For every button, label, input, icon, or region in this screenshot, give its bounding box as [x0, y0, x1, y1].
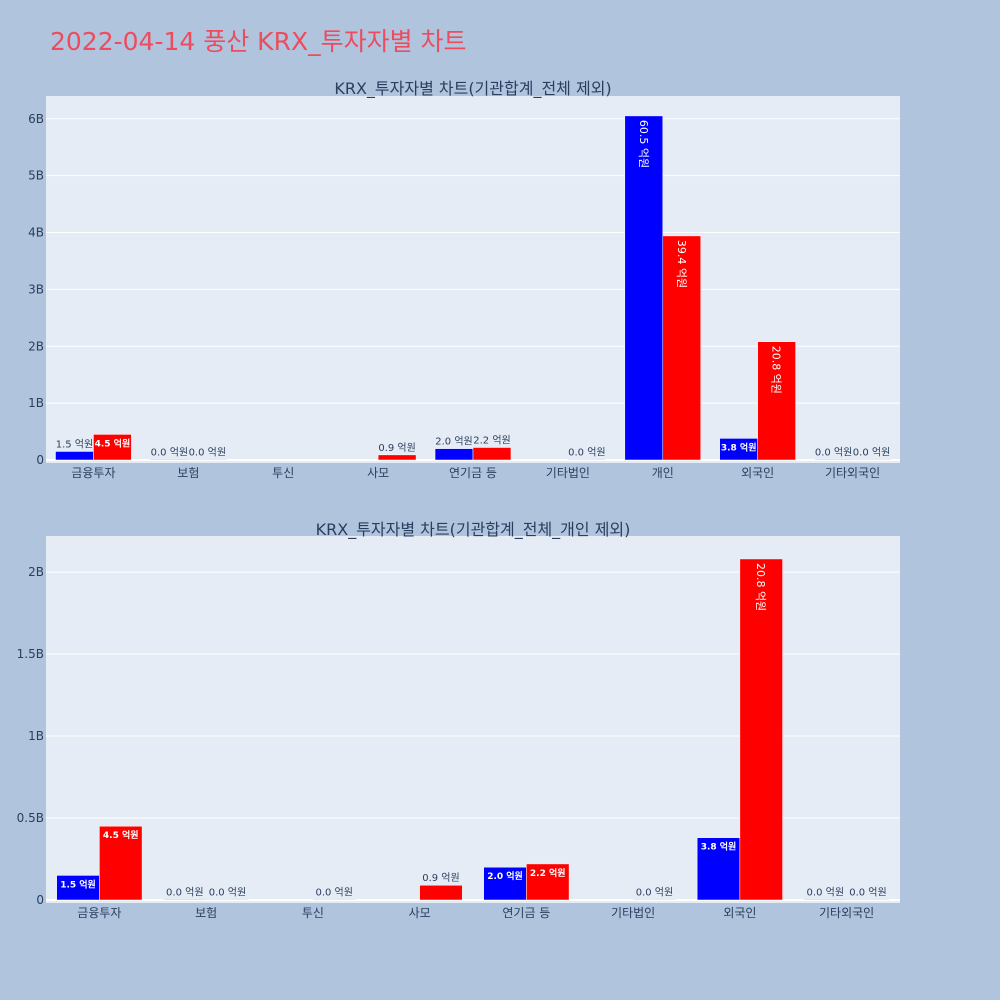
data-label: 0.0 억원: [815, 446, 852, 458]
data-label: 0.0 억원: [807, 886, 844, 898]
data-label: 0.9 억원: [422, 872, 459, 884]
data-label: 3.8 억원: [701, 841, 737, 853]
data-label: 4.5 억원: [95, 437, 131, 449]
x-tick-label: 개인: [652, 466, 674, 480]
bar: [739, 558, 783, 901]
bar: [624, 115, 664, 461]
x-tick-label: 기타외국인: [819, 906, 874, 920]
x-tick-label: 외국인: [741, 466, 774, 480]
data-label: 20.8 억원: [754, 563, 767, 611]
x-tick-label: 기타법인: [611, 906, 655, 920]
bar: [312, 899, 356, 901]
data-label: 2.0 억원: [435, 436, 472, 448]
y-tick-label: 2B: [28, 565, 44, 579]
bar: [93, 434, 132, 461]
bar: [99, 825, 143, 901]
y-tick-label: 0.5B: [17, 811, 44, 825]
data-label: 0.0 억원: [166, 886, 203, 898]
x-tick-label: 투신: [272, 466, 294, 480]
bar: [188, 459, 227, 461]
bar: [377, 454, 417, 461]
chart-title: KRX_투자자별 차트(기관합계_전체 제외): [334, 79, 611, 99]
data-label: 1.5 억원: [60, 878, 96, 890]
data-label: 0.0 억원: [636, 886, 673, 898]
bar: [567, 459, 607, 461]
data-label: 39.4 억원: [675, 240, 688, 288]
x-tick-label: 외국인: [723, 906, 756, 920]
x-tick-label: 보험: [177, 466, 199, 480]
bar: [472, 447, 512, 461]
data-label: 2.0 억원: [487, 870, 523, 882]
bar: [483, 866, 527, 901]
bar: [757, 341, 796, 461]
page-title: 2022-04-14 풍산 KRX_투자자별 차트: [50, 27, 467, 56]
y-tick-label: 4B: [28, 226, 44, 240]
x-tick-label: 금융투자: [77, 906, 121, 920]
x-tick-label: 연기금 등: [502, 906, 550, 920]
data-label: 0.0 억원: [151, 446, 188, 458]
data-label: 0.0 억원: [315, 886, 352, 898]
data-label: 0.0 억원: [849, 886, 886, 898]
data-label: 3.8 억원: [721, 441, 757, 453]
bar: [55, 451, 94, 461]
y-tick-label: 0: [36, 453, 44, 467]
bar: [803, 899, 847, 901]
bar: [814, 459, 853, 461]
y-tick-label: 3B: [28, 282, 44, 296]
bar: [434, 448, 474, 461]
data-label: 0.0 억원: [209, 886, 246, 898]
bar: [163, 899, 207, 901]
bar: [150, 459, 189, 461]
data-label: 1.5 억원: [56, 438, 93, 450]
y-tick-label: 0: [36, 893, 44, 907]
x-tick-label: 투신: [302, 906, 324, 920]
bar: [632, 899, 677, 901]
x-tick-label: 사모: [409, 906, 431, 920]
x-tick-label: 연기금 등: [449, 466, 497, 480]
y-tick-label: 2B: [28, 339, 44, 353]
data-label: 2.2 억원: [530, 867, 566, 879]
data-label: 20.8 억원: [770, 346, 783, 394]
x-tick-label: 기타외국인: [825, 466, 880, 480]
data-label: 0.0 억원: [189, 446, 226, 458]
x-tick-label: 사모: [367, 466, 389, 480]
data-label: 0.0 억원: [568, 446, 605, 458]
chart-title: KRX_투자자별 차트(기관합계_전체_개인 제외): [316, 520, 631, 540]
data-label: 4.5 억원: [103, 829, 139, 841]
bar: [526, 863, 570, 901]
bar: [696, 837, 741, 901]
y-tick-label: 5B: [28, 169, 44, 183]
data-label: 0.0 억원: [853, 446, 890, 458]
y-tick-label: 6B: [28, 112, 44, 126]
bar: [852, 459, 891, 461]
x-tick-label: 금융투자: [71, 466, 115, 480]
x-tick-label: 보험: [195, 906, 217, 920]
y-tick-label: 1B: [28, 729, 44, 743]
data-label: 0.9 억원: [378, 442, 415, 454]
bar: [662, 235, 701, 461]
data-label: 60.5 억원: [637, 120, 650, 168]
y-tick-label: 1.5B: [17, 647, 44, 661]
data-label: 2.2 억원: [473, 434, 510, 446]
x-tick-label: 기타법인: [546, 466, 590, 480]
bar: [205, 899, 250, 901]
y-tick-label: 1B: [28, 396, 44, 410]
bar: [846, 899, 890, 901]
bar: [419, 884, 463, 901]
